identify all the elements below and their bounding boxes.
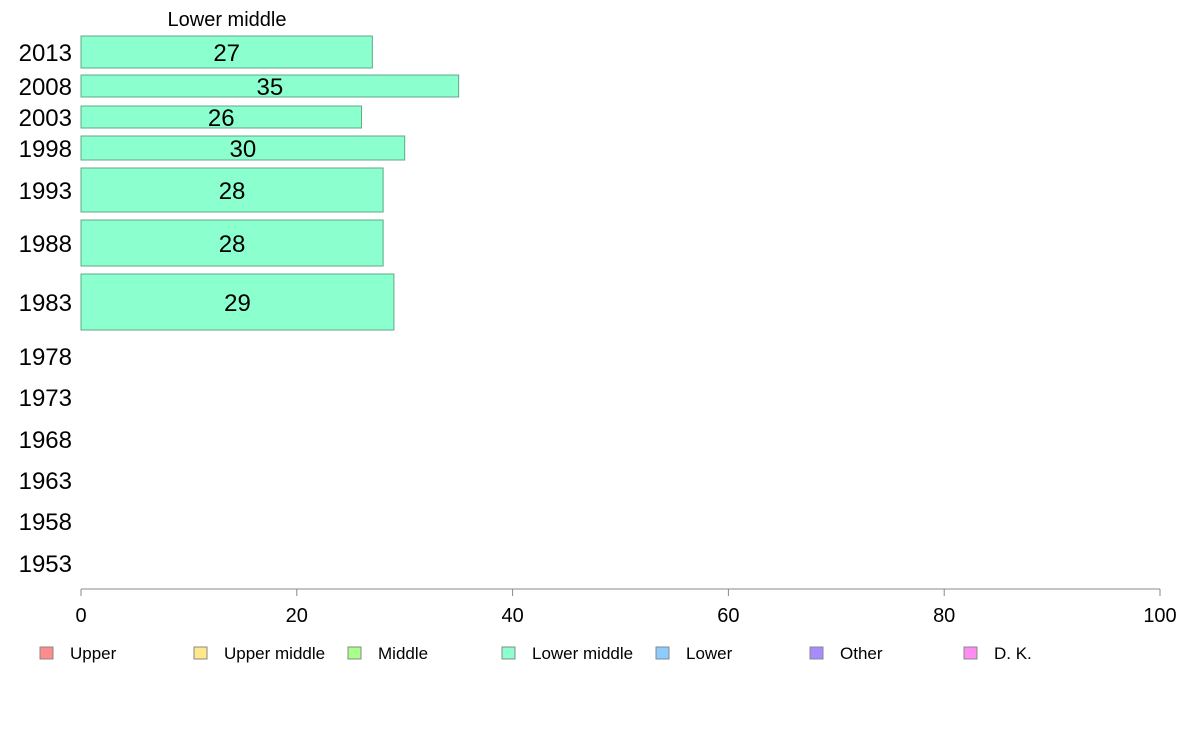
- legend-swatch: [347, 646, 362, 660]
- x-tick-label: 0: [75, 605, 86, 627]
- bar-value-label: 28: [219, 231, 246, 258]
- x-tick-label: 80: [933, 605, 955, 627]
- category-label: 2008: [19, 74, 72, 101]
- bar: [80, 135, 406, 161]
- bar: [80, 35, 373, 69]
- x-axis: 0 20 40 60 80 100: [75, 588, 1177, 627]
- legend-label: D. K.: [994, 644, 1032, 663]
- category-labels: 2013 2008 2003 1998 1993 1988 1983 1978 1973 1968…: [19, 40, 72, 578]
- legend-label: Upper middle: [224, 644, 325, 663]
- bar: [80, 74, 460, 98]
- category-label: 1963: [19, 468, 72, 495]
- legend-swatch: [963, 646, 978, 660]
- legend-label: Middle: [378, 644, 428, 663]
- category-label: 1973: [19, 385, 72, 412]
- bars-group: 27 35 26 30 28 28 29: [80, 35, 460, 331]
- category-label: 1958: [19, 509, 72, 536]
- category-label: 1968: [19, 427, 72, 454]
- legend-swatch: [39, 646, 54, 660]
- category-label: 2003: [19, 105, 72, 132]
- legend-label: Lower middle: [532, 644, 633, 663]
- x-tick-label: 60: [717, 605, 739, 627]
- category-label: 1953: [19, 551, 72, 578]
- category-label: 1988: [19, 231, 72, 258]
- category-label: 1983: [19, 290, 72, 317]
- legend-label: Upper: [70, 644, 117, 663]
- legend-swatch: [655, 646, 670, 660]
- bar-value-label: 27: [213, 40, 240, 67]
- x-tick-label: 100: [1143, 605, 1176, 627]
- bar-value-label: 29: [224, 290, 251, 317]
- chart-title: Lower middle: [168, 9, 287, 31]
- legend-swatch: [193, 646, 208, 660]
- bar-value-label: 28: [219, 178, 246, 205]
- legend-label: Other: [840, 644, 883, 663]
- category-label: 1978: [19, 344, 72, 371]
- category-label: 1993: [19, 178, 72, 205]
- bar-value-label: 35: [256, 74, 283, 101]
- bar: [80, 105, 363, 129]
- legend-label: Lower: [686, 644, 733, 663]
- x-tick-label: 20: [286, 605, 308, 627]
- x-tick-label: 40: [501, 605, 523, 627]
- category-label: 2013: [19, 40, 72, 67]
- legend-swatch: [809, 646, 824, 660]
- legend: Upper Upper middle Middle Lower middle Lower…: [39, 644, 1032, 663]
- bar: [80, 219, 384, 267]
- bar: [80, 167, 384, 213]
- bar-value-label: 30: [229, 136, 256, 163]
- category-label: 1998: [19, 136, 72, 163]
- legend-swatch: [501, 646, 516, 660]
- bar: [80, 273, 395, 331]
- bar-value-label: 26: [208, 105, 235, 132]
